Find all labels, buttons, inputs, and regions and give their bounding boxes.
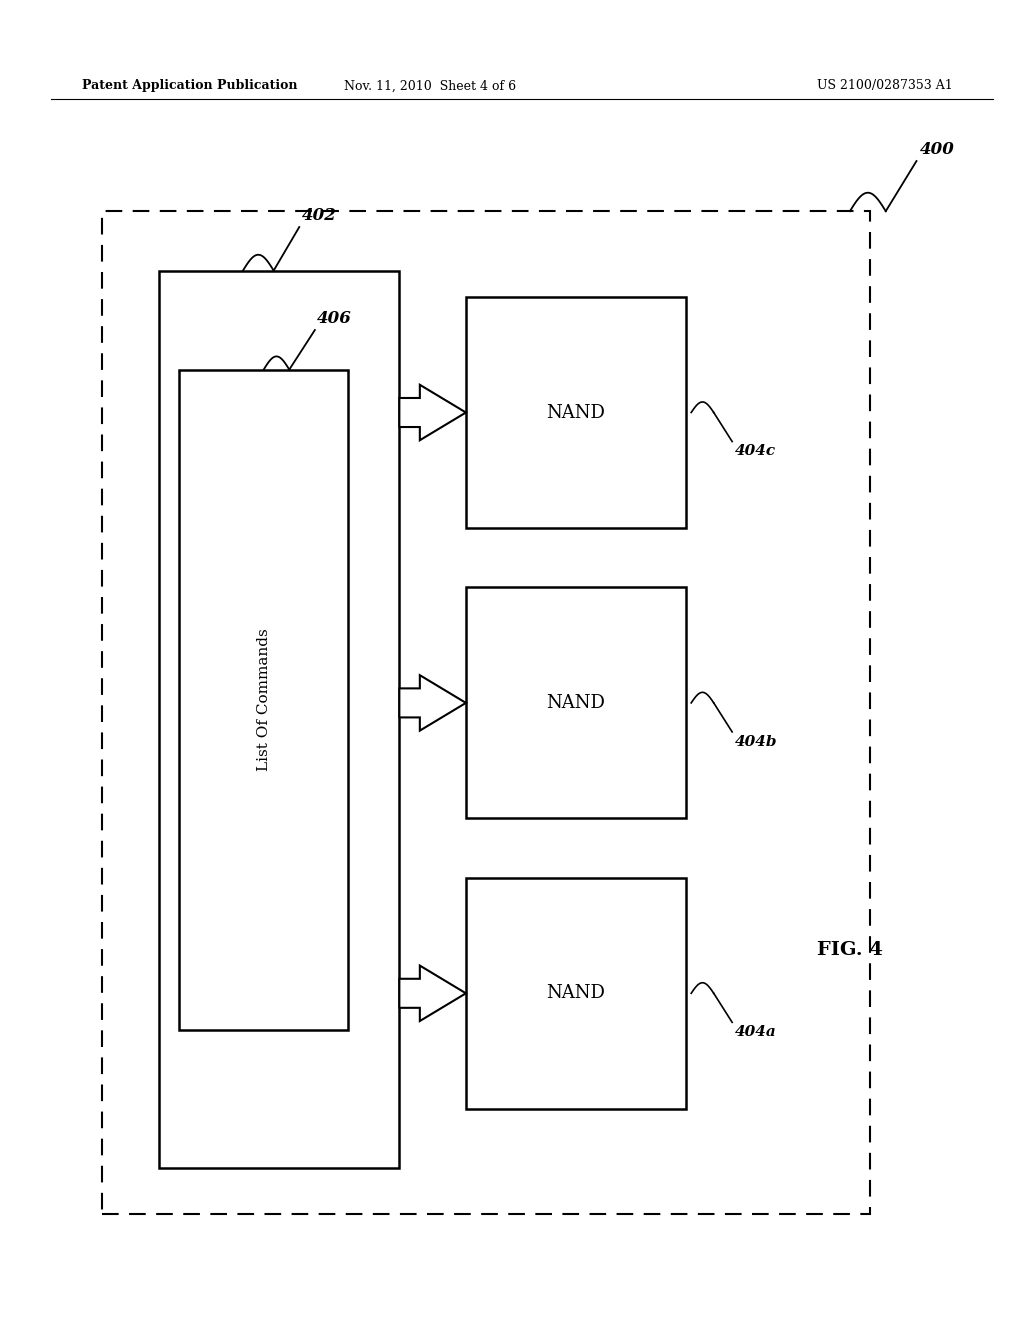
Text: 406: 406 [317, 310, 352, 327]
Text: FIG. 4: FIG. 4 [817, 941, 883, 960]
Text: List Of Commands: List Of Commands [257, 628, 270, 771]
Text: 404c: 404c [735, 444, 776, 458]
Text: Patent Application Publication: Patent Application Publication [82, 79, 297, 92]
Text: NAND: NAND [547, 404, 605, 421]
Text: NAND: NAND [547, 985, 605, 1002]
Text: 404a: 404a [735, 1024, 777, 1039]
Bar [466, 587, 686, 818]
Polygon shape [399, 385, 466, 441]
Text: Nov. 11, 2010  Sheet 4 of 6: Nov. 11, 2010 Sheet 4 of 6 [344, 79, 516, 92]
Bar [159, 271, 399, 1168]
Text: 402: 402 [302, 207, 337, 224]
Polygon shape [399, 966, 466, 1022]
Text: 404b: 404b [735, 734, 778, 748]
Bar [466, 297, 686, 528]
Bar [179, 370, 348, 1030]
Text: 400: 400 [920, 141, 954, 158]
Text: NAND: NAND [547, 694, 605, 711]
Polygon shape [399, 675, 466, 731]
Bar [102, 211, 870, 1214]
Bar [466, 878, 686, 1109]
Text: US 2100/0287353 A1: US 2100/0287353 A1 [816, 79, 952, 92]
